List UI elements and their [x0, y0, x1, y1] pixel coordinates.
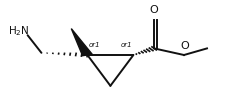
Polygon shape [71, 29, 92, 56]
Text: H$_2$N: H$_2$N [8, 24, 30, 38]
Text: or1: or1 [88, 42, 100, 48]
Text: or1: or1 [120, 42, 132, 48]
Text: O: O [180, 41, 189, 51]
Text: O: O [149, 5, 158, 15]
